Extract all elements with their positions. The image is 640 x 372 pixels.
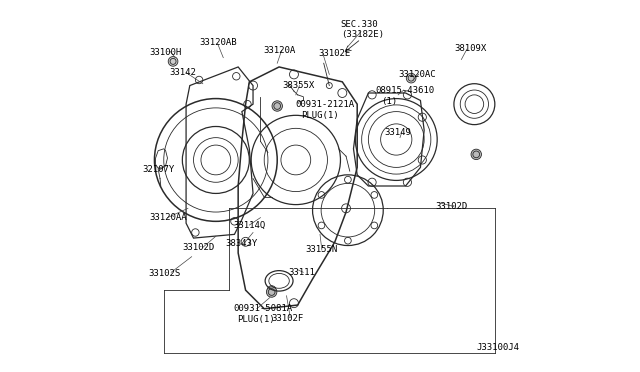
- Text: 33102S: 33102S: [148, 269, 180, 278]
- Text: 08915-43610: 08915-43610: [376, 86, 435, 94]
- Circle shape: [168, 57, 178, 66]
- Text: SEC.330: SEC.330: [341, 20, 378, 29]
- Circle shape: [406, 73, 416, 83]
- Text: 33102D: 33102D: [435, 202, 468, 211]
- Text: PLUG(1): PLUG(1): [237, 315, 275, 324]
- Text: 00931-2121A: 00931-2121A: [296, 100, 355, 109]
- Text: 33120A: 33120A: [264, 46, 296, 55]
- Text: 33120AB: 33120AB: [199, 38, 237, 47]
- Text: 32107Y: 32107Y: [142, 165, 175, 174]
- Text: 33155N: 33155N: [305, 246, 337, 254]
- Text: 00931-5081A: 00931-5081A: [234, 304, 293, 313]
- Circle shape: [266, 287, 277, 297]
- Text: 33120AC: 33120AC: [398, 70, 436, 79]
- Text: 33111: 33111: [289, 268, 316, 277]
- Text: 33100H: 33100H: [150, 48, 182, 57]
- Text: 33102E: 33102E: [318, 49, 350, 58]
- Text: 33114Q: 33114Q: [234, 221, 266, 230]
- Text: (1): (1): [381, 97, 397, 106]
- Text: 33102F: 33102F: [271, 314, 304, 323]
- Text: J33100J4: J33100J4: [476, 343, 519, 352]
- Text: 33149: 33149: [384, 128, 411, 137]
- Text: 38355X: 38355X: [283, 81, 315, 90]
- Circle shape: [272, 101, 282, 111]
- Text: 38343Y: 38343Y: [225, 239, 257, 248]
- Circle shape: [471, 149, 481, 160]
- Text: 38109X: 38109X: [454, 44, 486, 53]
- Text: 33120AA: 33120AA: [150, 213, 188, 222]
- Text: PLUG(1): PLUG(1): [301, 111, 339, 120]
- Text: 33102D: 33102D: [182, 243, 214, 252]
- Text: (33182E): (33182E): [341, 30, 384, 39]
- Text: 33142: 33142: [170, 68, 196, 77]
